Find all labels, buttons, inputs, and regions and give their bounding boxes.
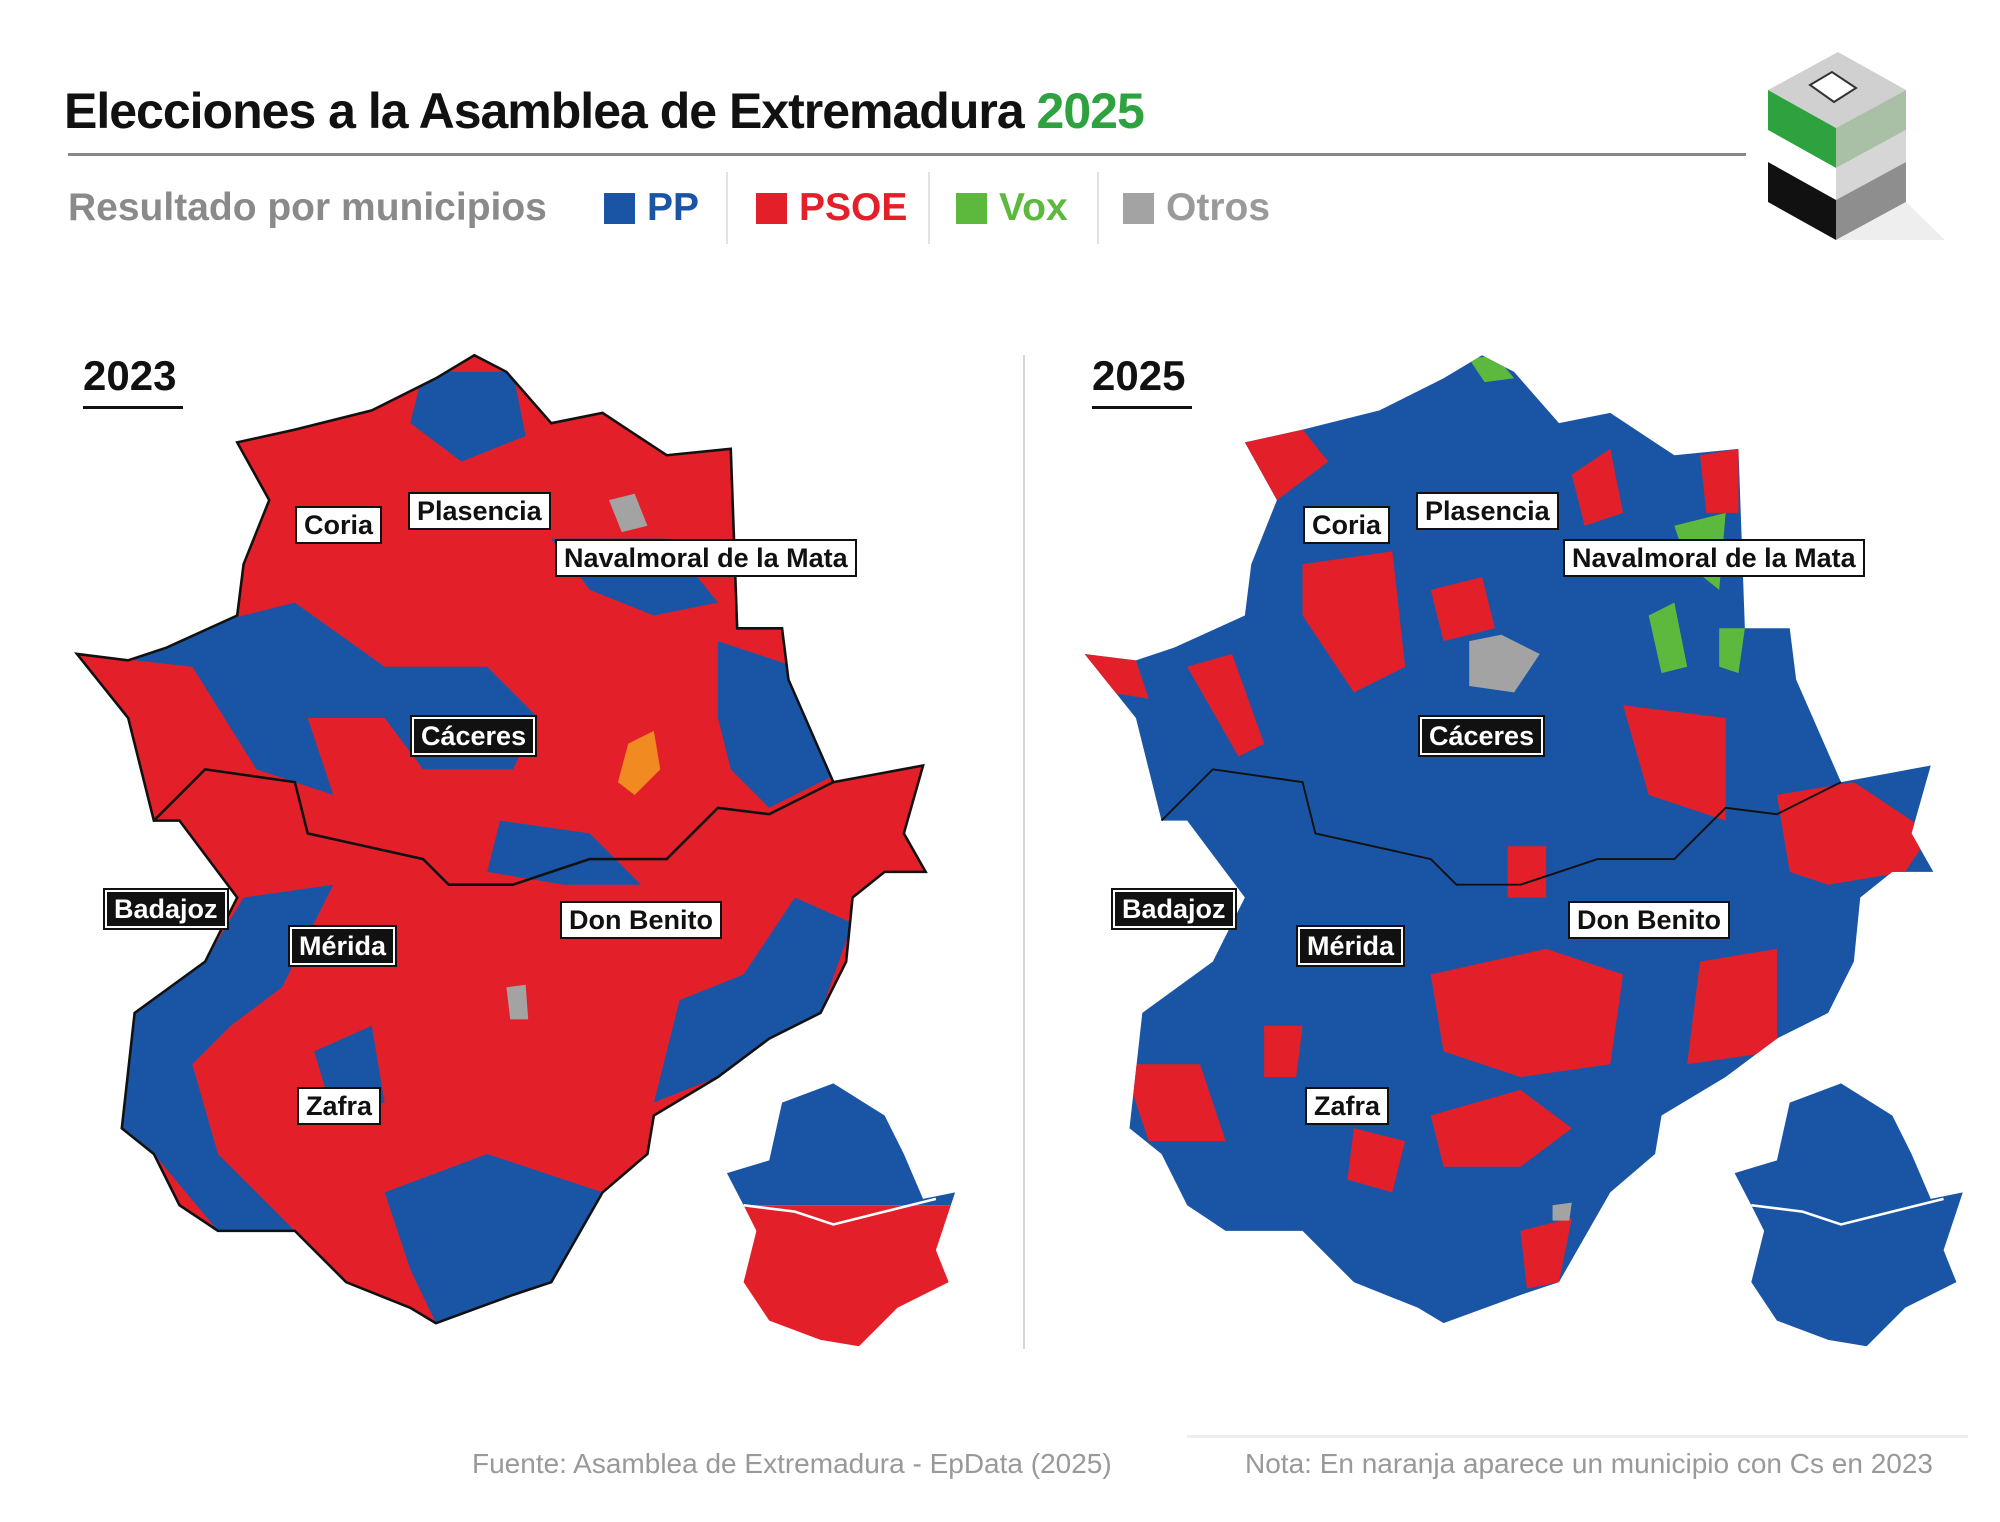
psoe-area (1264, 1025, 1303, 1078)
legend-swatch-otros (1123, 192, 1154, 224)
region-outline (73, 353, 928, 1325)
psoe-area (1571, 448, 1624, 526)
source-note: Fuente: Asamblea de Extremadura - EpData… (472, 1448, 1112, 1479)
footer-rule (1187, 1435, 1968, 1438)
panel-year-2023: 2023 (83, 352, 177, 399)
city-label-navalmoral: Navalmoral de la Mata (1563, 539, 1865, 577)
city-label-coria: Coria (1303, 506, 1391, 544)
legend-separator (928, 172, 930, 244)
city-label-zafra: Zafra (1305, 1087, 1390, 1125)
psoe-area (1520, 1218, 1572, 1289)
psoe-area (1347, 1128, 1406, 1193)
psoe-area (1700, 448, 1739, 513)
psoe-area (1623, 705, 1726, 821)
pp-area (653, 897, 853, 1103)
year-underline (83, 406, 183, 409)
title-rule (68, 153, 1746, 156)
psoe-area (1687, 948, 1777, 1065)
legend-label: Vox (999, 186, 1068, 229)
vox-municipality (1469, 355, 1515, 383)
otros-municipality (1552, 1202, 1572, 1221)
pp-area (487, 820, 642, 885)
legend-otros: Otros (1123, 186, 1270, 230)
panel-year-2025: 2025 (1092, 352, 1186, 399)
province-border (152, 767, 834, 887)
legend-swatch-pp (604, 192, 635, 224)
psoe-area (1244, 429, 1329, 501)
legend-label: Otros (1166, 186, 1271, 229)
legend-label: PP (647, 186, 700, 229)
city-label-caceres: Cáceres (1420, 717, 1544, 755)
legend-separator (726, 172, 728, 244)
city-label-navalmoral: Navalmoral de la Mata (555, 539, 857, 577)
vox-municipality (1648, 602, 1688, 674)
title-text: Elecciones a la Asamblea de Extremadura (64, 83, 1025, 139)
legend-pp: PP (604, 186, 699, 230)
city-label-merida: Mérida (1298, 927, 1404, 965)
legend-vox: Vox (956, 186, 1068, 230)
legend-swatch-vox (956, 192, 987, 224)
year-underline (1092, 406, 1192, 409)
inset-2023 (726, 1083, 956, 1347)
subtitle: Resultado por municipios (68, 186, 547, 229)
psoe-area (1430, 577, 1495, 642)
city-label-plasencia: Plasencia (408, 492, 551, 530)
page-title: Elecciones a la Asamblea de Extremadura … (64, 82, 1145, 140)
city-label-badajoz: Badajoz (1113, 890, 1235, 928)
pp-area (384, 1153, 603, 1324)
inset-pp (1734, 1083, 1963, 1347)
city-label-merida: Mérida (290, 927, 396, 965)
city-label-caceres: Cáceres (412, 717, 536, 755)
city-label-coria: Coria (295, 506, 383, 544)
pp-area (121, 884, 334, 1231)
pp-area (410, 371, 526, 462)
psoe-area (1507, 846, 1547, 898)
province-border (1160, 768, 1842, 886)
psoe-area (1430, 948, 1624, 1078)
city-label-don-benito: Don Benito (1568, 901, 1730, 939)
psoe-area (1123, 1064, 1226, 1142)
psoe-area (1187, 653, 1265, 757)
inset-badajoz-psoe (726, 1205, 956, 1347)
city-label-plasencia: Plasencia (1416, 492, 1559, 530)
otros-municipality (506, 984, 529, 1020)
city-label-zafra: Zafra (297, 1087, 382, 1125)
vox-municipality (1719, 628, 1745, 674)
pp-area (717, 641, 847, 808)
psoe-area (1430, 1089, 1572, 1167)
legend-separator (1097, 172, 1099, 244)
inset-caceres-pp (726, 1083, 956, 1206)
otros-municipality (608, 493, 648, 533)
inset-2025 (1734, 1083, 1963, 1347)
psoe-area (1776, 782, 1931, 885)
city-label-don-benito: Don Benito (560, 901, 722, 939)
ballot-box-logo (1768, 52, 1945, 240)
cs-municipality (617, 730, 661, 795)
panel-divider (1023, 355, 1025, 1349)
title-year: 2025 (1036, 83, 1145, 139)
legend-psoe: PSOE (756, 186, 907, 230)
footnote: Nota: En naranja aparece un municipio co… (1245, 1448, 1933, 1479)
psoe-area (1302, 551, 1406, 693)
city-label-badajoz: Badajoz (105, 890, 227, 928)
psoe-area (1084, 653, 1149, 699)
legend-label: PSOE (799, 186, 908, 229)
legend-swatch-psoe (756, 192, 787, 224)
otros-municipality (1469, 634, 1540, 693)
